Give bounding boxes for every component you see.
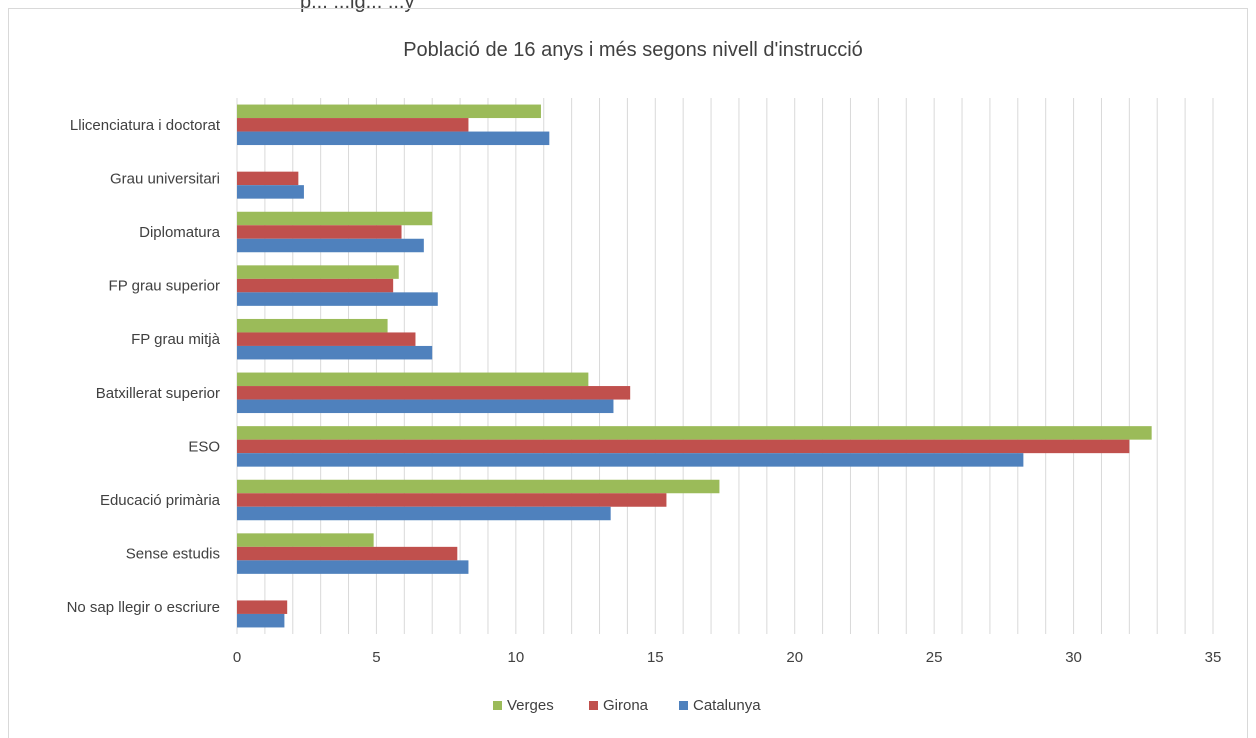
x-tick-label: 20: [786, 649, 803, 666]
grid-layer: [236, 98, 1214, 634]
legend: Verges Girona Catalunya: [493, 697, 761, 714]
bar-verges: [237, 104, 541, 119]
x-tick-label: 10: [508, 649, 525, 666]
bar-verges: [237, 318, 388, 333]
legend-label: Verges: [507, 697, 554, 714]
bar-catalunya: [237, 399, 614, 414]
category-label: FP grau mitjà: [131, 331, 221, 348]
category-label: Grau universitari: [110, 170, 220, 187]
bar-girona: [237, 278, 394, 293]
x-tick-label: 0: [233, 649, 241, 666]
bar-catalunya: [237, 131, 550, 146]
bar-girona: [237, 493, 667, 507]
category-label: Llicenciatura i doctorat: [70, 117, 221, 134]
bar-girona: [237, 225, 402, 239]
x-tick-label: 25: [926, 649, 943, 666]
bar-catalunya: [237, 506, 611, 521]
bar-catalunya: [237, 238, 424, 253]
bar-catalunya: [237, 613, 285, 628]
bar-verges: [237, 426, 1152, 440]
x-axis-ticks: 0 5 10 15 20 25 30 35: [233, 649, 1222, 666]
category-label: Sense estudis: [126, 546, 220, 563]
x-tick-label: 5: [372, 649, 380, 666]
category-labels: Llicenciatura i doctorat Grau universitar…: [67, 117, 221, 616]
category-label: Educació primària: [100, 492, 221, 509]
chart-title: Població de 16 anys i més segons nivell …: [403, 39, 863, 61]
bar-girona: [237, 439, 1130, 454]
x-tick-label: 35: [1205, 649, 1222, 666]
bar-verges: [237, 211, 433, 226]
legend-label: Catalunya: [693, 697, 761, 714]
bar-catalunya: [237, 185, 304, 199]
bar-catalunya: [237, 292, 438, 306]
category-label: Diplomatura: [139, 224, 221, 241]
category-label: No sap llegir o escriure: [67, 599, 220, 616]
bar-verges: [237, 372, 589, 387]
bar-girona: [237, 332, 416, 346]
x-tick-label: 15: [647, 649, 664, 666]
bar-verges: [237, 265, 399, 279]
bar-catalunya: [237, 453, 1024, 467]
top-caption: p... ...ig... ...y: [300, 0, 414, 13]
category-label: ESO: [188, 438, 220, 455]
bar-girona: [237, 118, 469, 132]
bar-verges: [237, 479, 720, 494]
bar-layer: [237, 104, 1152, 628]
legend-swatch: [679, 701, 688, 710]
legend-label: Girona: [603, 697, 649, 714]
bar-catalunya: [237, 345, 433, 360]
bar-girona: [237, 386, 631, 400]
bar-girona: [237, 171, 299, 186]
bar-girona: [237, 600, 288, 614]
legend-swatch: [493, 701, 502, 710]
bar-girona: [237, 546, 458, 561]
x-tick-label: 30: [1065, 649, 1082, 666]
bar-catalunya: [237, 560, 469, 574]
category-label: Batxillerat superior: [96, 385, 220, 402]
bar-verges: [237, 533, 374, 547]
legend-swatch: [589, 701, 598, 710]
category-label: FP grau superior: [109, 278, 220, 295]
